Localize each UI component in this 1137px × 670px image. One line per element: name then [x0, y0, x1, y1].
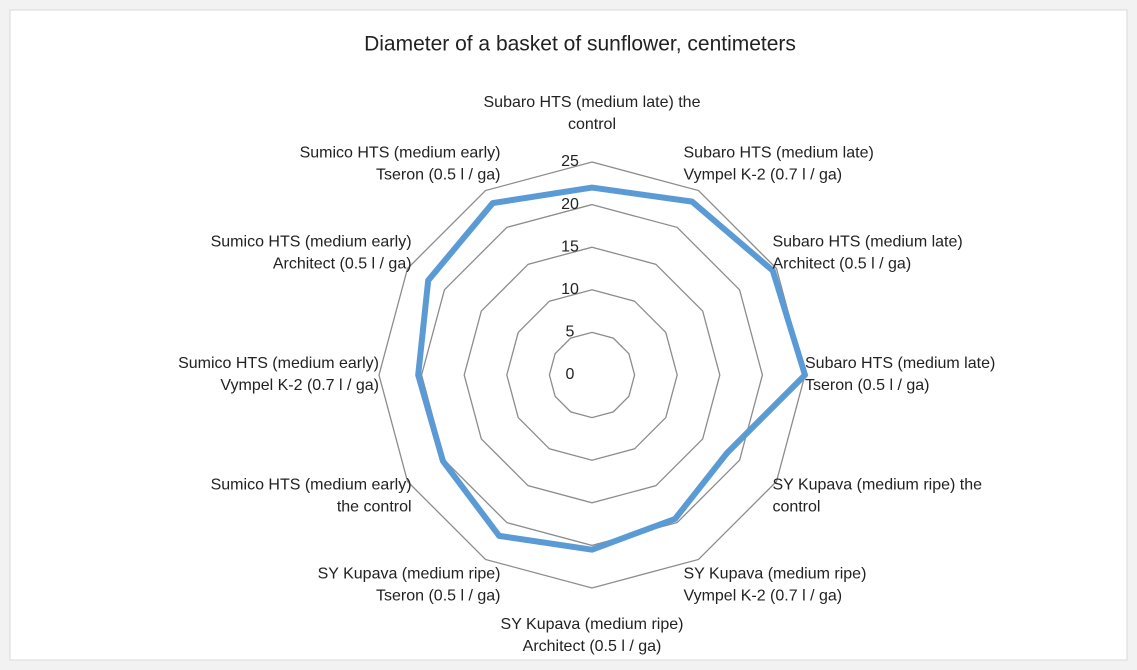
- series-line: [415, 184, 808, 553]
- r-tick-label: 20: [561, 196, 579, 213]
- chart-title: Diameter of a basket of sunflower, centi…: [364, 33, 796, 56]
- category-label: SY Kupava (medium ripe) the control: [772, 477, 982, 516]
- grid-ring: [378, 161, 806, 589]
- grid-ring: [548, 331, 636, 419]
- r-tick-label: 15: [561, 238, 579, 255]
- category-label: SY Kupava (medium ripe) Architect (0.5 l …: [501, 616, 684, 655]
- chart-area: [9, 9, 1128, 661]
- grid-ring: [463, 246, 721, 504]
- category-label: Subaro HTS (medium late) Vympel K-2 (0.7 …: [684, 145, 874, 184]
- grid-ring: [420, 203, 764, 547]
- category-label: Subaro HTS (medium late) the control: [484, 94, 701, 133]
- category-label: Sumico HTS (medium early) Architect (0.5 …: [211, 234, 412, 273]
- category-label: Sumico HTS (medium early) Tseron (0.5 l /…: [300, 145, 501, 184]
- r-tick-label: 10: [561, 281, 579, 298]
- r-tick-label: 25: [561, 153, 579, 170]
- category-label: SY Kupava (medium ripe) Vympel K-2 (0.7 l…: [684, 566, 867, 605]
- category-label: Subaro HTS (medium late) Tseron (0.5 l / …: [805, 355, 995, 394]
- category-label: Subaro HTS (medium late) Architect (0.5 l…: [772, 234, 962, 273]
- r-tick-label: 5: [566, 324, 575, 341]
- category-label: Sumico HTS (medium early) Vympel K-2 (0.7…: [178, 355, 379, 394]
- grid-ring: [506, 289, 678, 461]
- category-label: SY Kupava (medium ripe) Tseron (0.5 l / g…: [318, 566, 501, 605]
- r-tick-label: 0: [566, 366, 575, 383]
- category-label: Sumico HTS (medium early) the control: [211, 477, 412, 516]
